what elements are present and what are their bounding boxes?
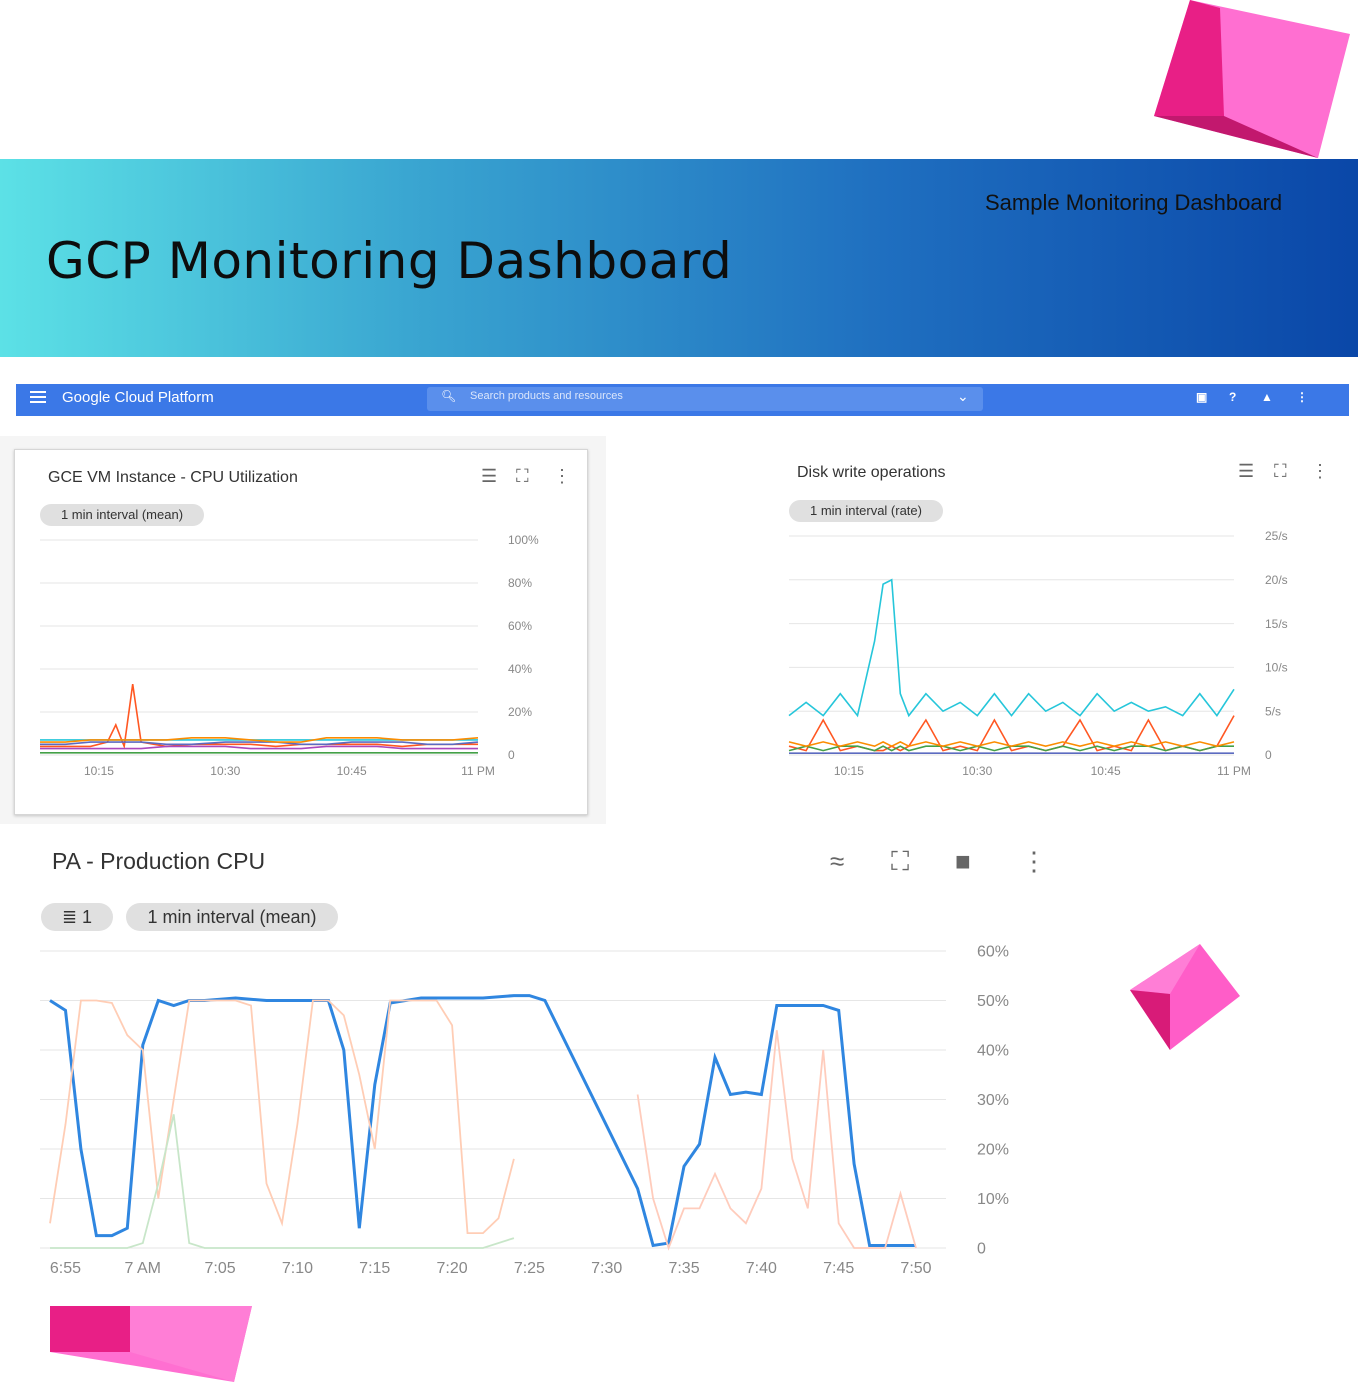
series-line bbox=[788, 578, 1235, 718]
y-tick-label: 40% bbox=[508, 662, 532, 676]
x-tick-label: 10:15 bbox=[834, 764, 864, 778]
x-tick-label: 7:30 bbox=[591, 1260, 622, 1277]
series-line bbox=[49, 999, 515, 1235]
y-tick-label: 60% bbox=[508, 619, 532, 633]
series-line bbox=[40, 683, 478, 750]
y-tick-label: 10% bbox=[977, 1191, 1009, 1208]
banner-title: GCP Monitoring Dashboard bbox=[46, 232, 733, 290]
x-tick-label: 7:35 bbox=[668, 1260, 699, 1277]
series-line bbox=[40, 745, 478, 750]
y-tick-label: 20% bbox=[977, 1142, 1009, 1159]
disk-write-chart: 0 5/s 10/s 15/s 20/s 25/s 10:15 10:30 10:45 11 PM bbox=[788, 529, 1288, 778]
x-tick-label: 7:45 bbox=[823, 1260, 854, 1277]
app-name[interactable]: Google Cloud Platform bbox=[62, 389, 214, 406]
x-tick-label: 10:45 bbox=[337, 764, 367, 778]
y-tick-label: 40% bbox=[977, 1043, 1009, 1060]
series-line bbox=[788, 741, 1235, 748]
y-tick-label: 25/s bbox=[1265, 529, 1288, 543]
filter-icon: ≣ bbox=[61, 907, 78, 927]
fullscreen-icon[interactable]: ⛶ bbox=[516, 466, 529, 486]
filter-chip[interactable]: ≣ 1 bbox=[41, 903, 113, 931]
fullscreen-icon[interactable]: ⛶ bbox=[1274, 461, 1287, 481]
y-tick-label: 0 bbox=[1265, 748, 1272, 762]
menu-icon[interactable] bbox=[30, 391, 46, 405]
banner bbox=[0, 159, 1358, 357]
series-line bbox=[788, 745, 1234, 752]
interval-chip[interactable]: 1 min interval (mean) bbox=[40, 504, 204, 526]
search-input[interactable] bbox=[427, 387, 983, 411]
y-tick-label: 30% bbox=[977, 1092, 1009, 1109]
x-tick-label: 7:20 bbox=[437, 1260, 468, 1277]
y-tick-label: 20% bbox=[508, 705, 532, 719]
y-tick-label: 80% bbox=[508, 576, 532, 590]
x-tick-label: 11 PM bbox=[461, 764, 495, 778]
series-line bbox=[49, 994, 916, 1248]
x-tick-label: 10:15 bbox=[84, 764, 114, 778]
y-tick-label: 100% bbox=[508, 533, 539, 547]
search-icon: 🔍︎ bbox=[441, 389, 457, 403]
cloud-shell-icon[interactable]: ▣ bbox=[1196, 390, 1208, 404]
x-tick-label: 7:50 bbox=[900, 1260, 931, 1277]
cube-decoration-bottom-left bbox=[50, 1306, 252, 1382]
legend-list-icon[interactable]: ☰ bbox=[481, 466, 498, 486]
banner-subtitle: Sample Monitoring Dashboard bbox=[985, 190, 1283, 215]
disk-chart-title: Disk write operations bbox=[797, 464, 946, 481]
x-tick-label: 7:15 bbox=[359, 1260, 390, 1277]
help-icon[interactable]: ? bbox=[1229, 390, 1237, 404]
delete-icon[interactable]: ■ bbox=[955, 846, 971, 876]
y-tick-label: 60% bbox=[977, 944, 1009, 961]
x-tick-label: 10:30 bbox=[210, 764, 240, 778]
y-tick-label: 50% bbox=[977, 993, 1009, 1010]
x-tick-label: 10:30 bbox=[962, 764, 992, 778]
filter-count: 1 bbox=[82, 907, 93, 927]
search-placeholder: Search products and resources bbox=[470, 390, 623, 402]
y-tick-label: 20/s bbox=[1265, 573, 1288, 587]
cube-decoration-top-right bbox=[1154, 0, 1350, 158]
x-tick-label: 7:25 bbox=[514, 1260, 545, 1277]
interval-chip[interactable]: 1 min interval (rate) bbox=[789, 500, 943, 522]
chevron-down-icon[interactable]: ⌄ bbox=[957, 388, 969, 404]
more-vert-icon[interactable]: ⋮ bbox=[1311, 461, 1329, 481]
more-vert-icon[interactable]: ⋮ bbox=[1296, 390, 1308, 404]
x-tick-label: 7:40 bbox=[746, 1260, 777, 1277]
interval-chip[interactable]: 1 min interval (mean) bbox=[126, 903, 338, 931]
x-tick-label: 10:45 bbox=[1091, 764, 1121, 778]
cpu-chart-title: GCE VM Instance - CPU Utilization bbox=[48, 469, 298, 486]
production-cpu-chart: 0 10% 20% 30% 40% 50% 60% 6:55 7 AM 7:05 7:10 7:15 7… bbox=[40, 944, 1009, 1277]
y-tick-label: 0 bbox=[977, 1241, 986, 1258]
fullscreen-icon[interactable]: ⛶ bbox=[891, 846, 910, 876]
x-tick-label: 7:05 bbox=[205, 1260, 236, 1277]
y-tick-label: 5/s bbox=[1265, 704, 1281, 718]
x-tick-label: 6:55 bbox=[50, 1260, 81, 1277]
series-line bbox=[40, 737, 479, 743]
series-line bbox=[40, 741, 479, 746]
series-line bbox=[788, 715, 1235, 752]
series-line bbox=[50, 1114, 515, 1249]
bell-icon[interactable]: ▲ bbox=[1261, 390, 1273, 404]
legend-list-icon[interactable]: ☰ bbox=[1238, 461, 1255, 481]
more-vert-icon[interactable]: ⋮ bbox=[553, 466, 571, 486]
y-tick-label: 10/s bbox=[1265, 661, 1288, 675]
y-tick-label: 0 bbox=[508, 748, 515, 762]
cube-decoration-right bbox=[1130, 944, 1240, 1050]
y-tick-label: 15/s bbox=[1265, 617, 1288, 631]
cpu-utilization-chart: 0 20% 40% 60% 80% 100% 10:15 10:30 10:45 11 PM bbox=[40, 533, 539, 778]
prod-chart-title: PA - Production CPU bbox=[52, 848, 266, 874]
more-vert-icon[interactable]: ⋮ bbox=[1021, 846, 1047, 876]
series-line bbox=[636, 1030, 917, 1251]
x-tick-label: 7 AM bbox=[125, 1260, 161, 1277]
legend-toggle-icon[interactable]: ≈ bbox=[830, 846, 845, 876]
x-tick-label: 11 PM bbox=[1217, 764, 1251, 778]
x-tick-label: 7:10 bbox=[282, 1260, 313, 1277]
